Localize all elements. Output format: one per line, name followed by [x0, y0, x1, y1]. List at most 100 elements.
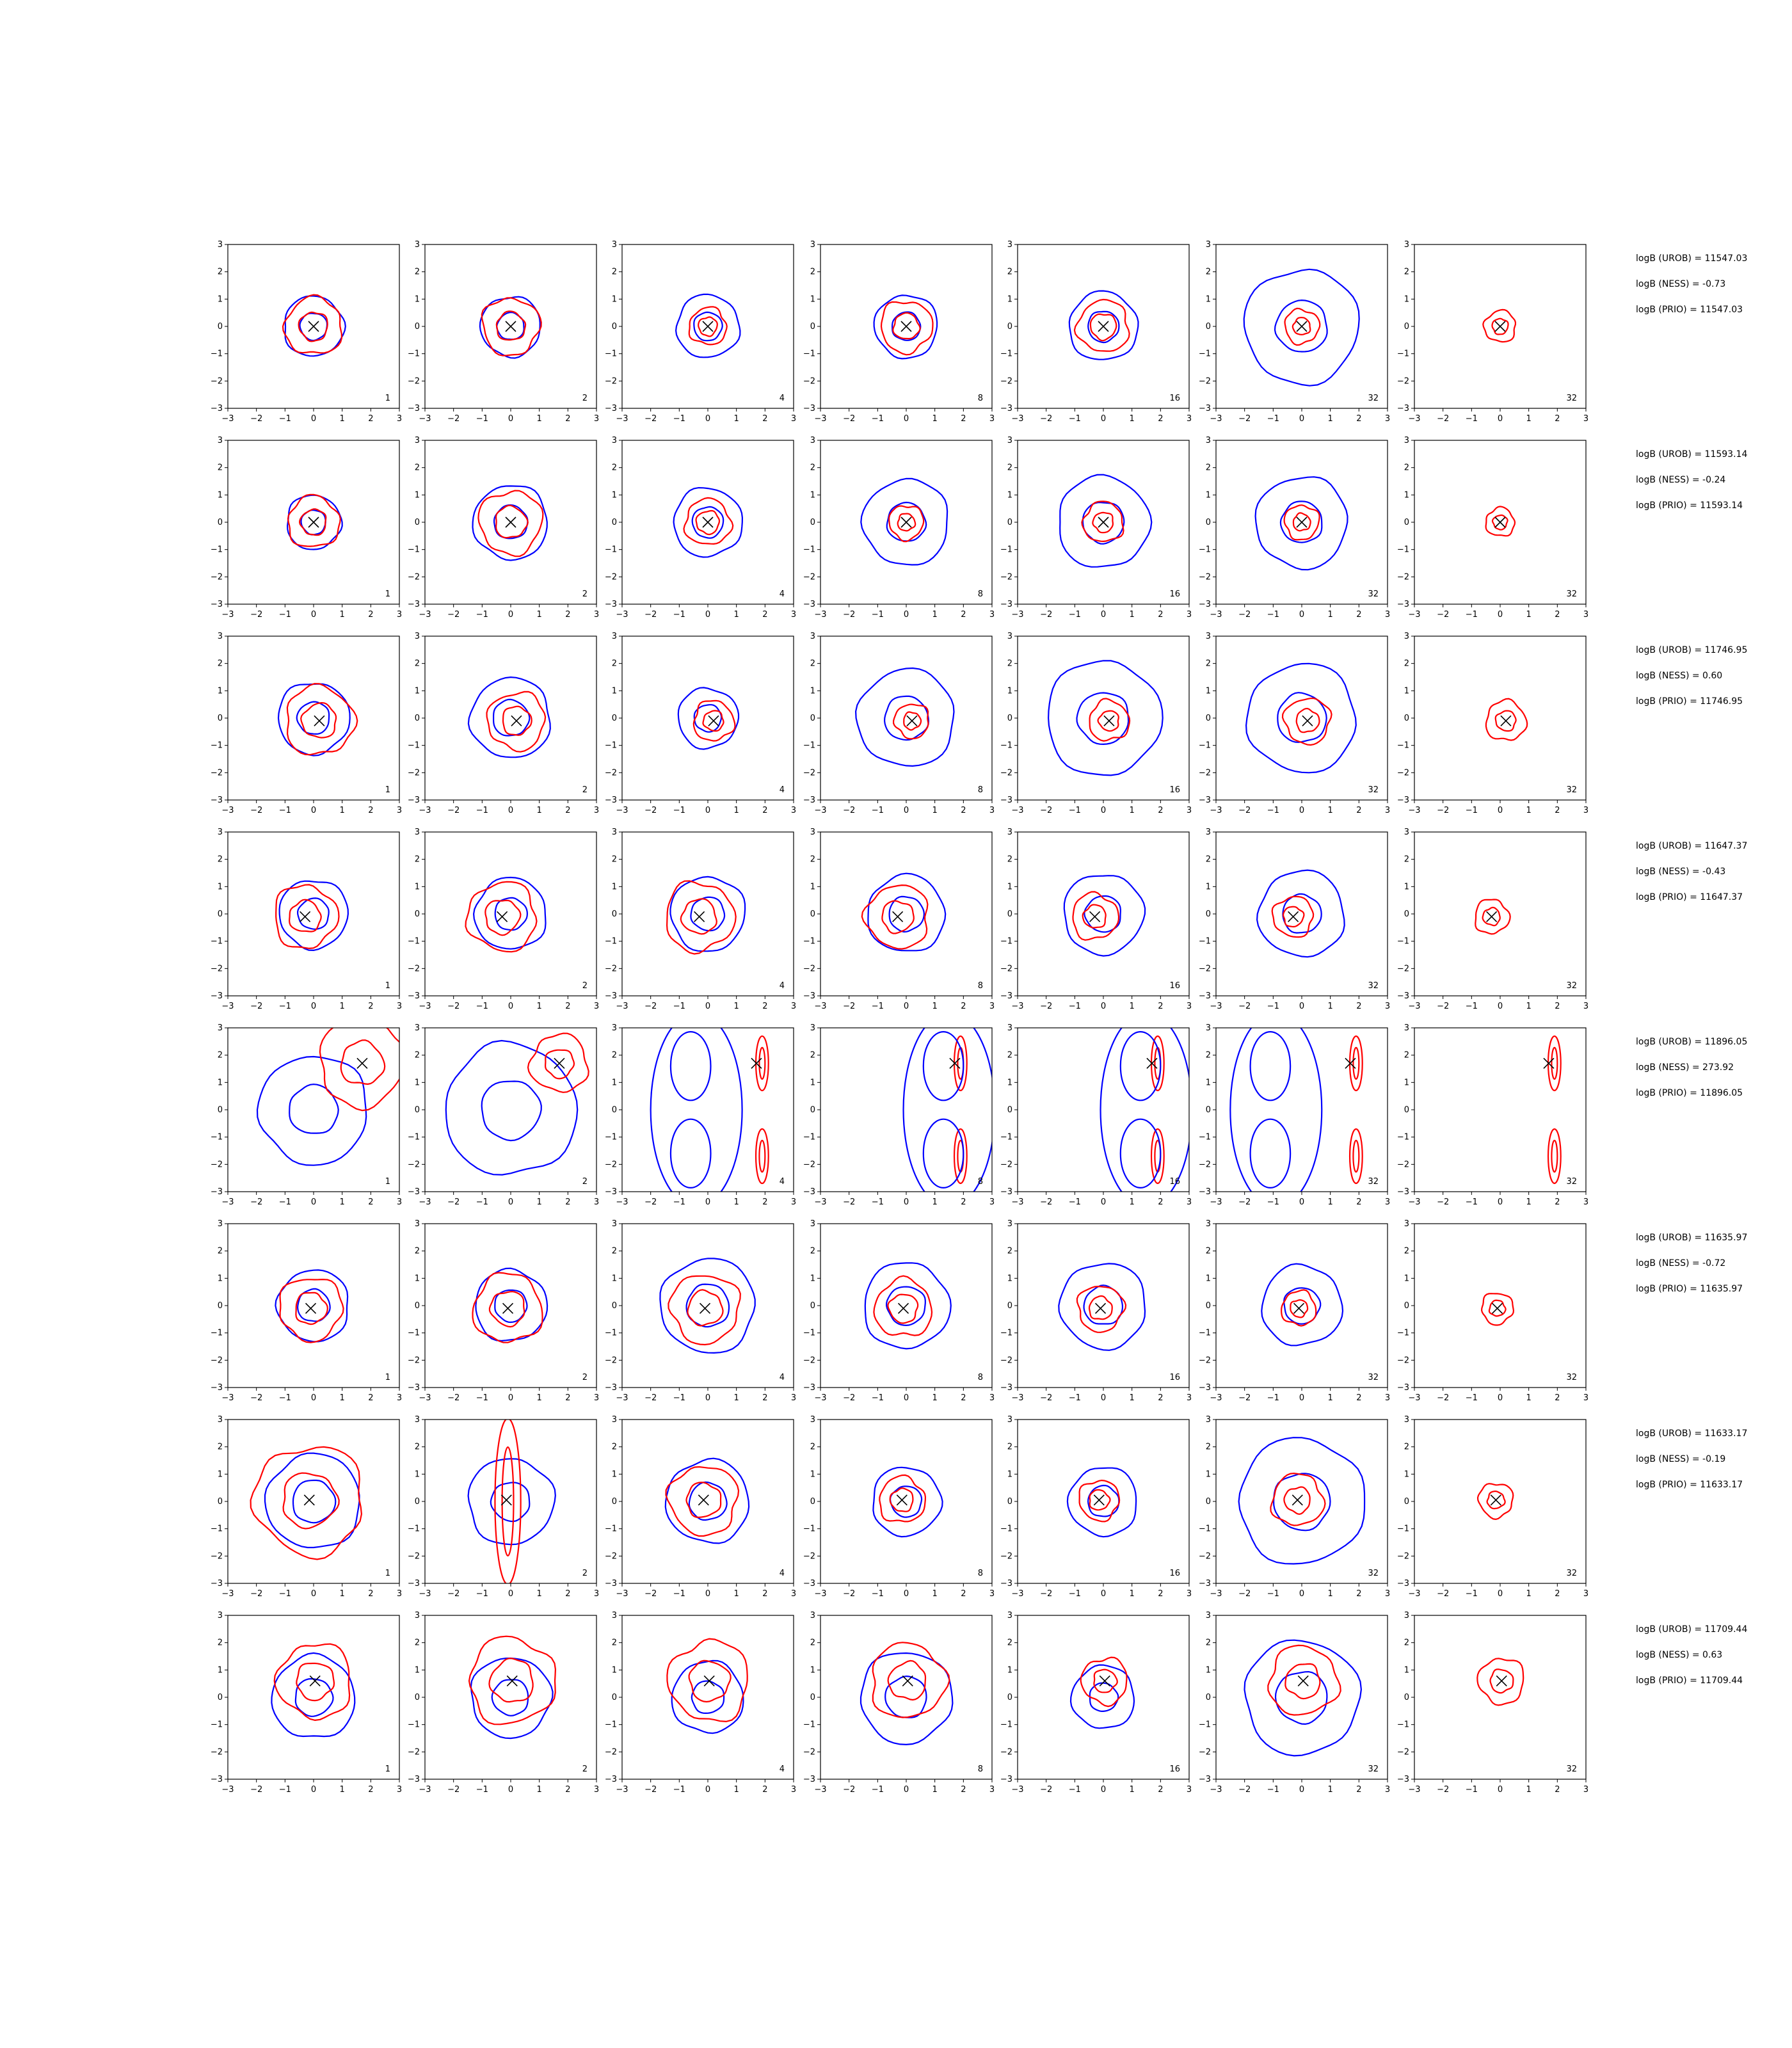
- y-tick-label: 0: [1206, 1497, 1211, 1507]
- true-value-marker: [1486, 911, 1498, 922]
- y-tick-label: 1: [612, 686, 617, 696]
- x-tick-label: 1: [537, 610, 542, 620]
- panel-iteration-tag: 4: [780, 1764, 785, 1774]
- inner-contour-core: [1089, 313, 1117, 342]
- panel-iteration-tag: 16: [1169, 1177, 1180, 1187]
- inner-contour-core: [897, 513, 916, 532]
- x-tick-label: 2: [565, 414, 570, 424]
- panel-r8-c3: −3−3 −2 −2 −1 −1 0 0 1 1 2 2 3 3 4: [605, 1611, 796, 1795]
- x-tick-label: 1: [1328, 1785, 1333, 1795]
- x-tick-label: 3: [989, 1197, 995, 1207]
- outer-contour: [271, 1652, 356, 1738]
- y-tick-label: 2: [415, 268, 420, 277]
- y-tick-label: 2: [218, 855, 223, 865]
- y-tick-label: 3: [1007, 632, 1012, 641]
- x-tick-label: −3: [419, 414, 431, 424]
- x-tick-label: 2: [961, 414, 966, 424]
- x-tick-label: 1: [1328, 1002, 1333, 1011]
- y-tick-label: 1: [1007, 1274, 1012, 1283]
- plot-area: [854, 667, 955, 767]
- x-tick-label: −1: [1267, 1393, 1279, 1403]
- x-tick-label: −2: [1238, 1785, 1251, 1795]
- y-tick-label: 1: [218, 1078, 223, 1087]
- y-tick-label: −2: [211, 964, 223, 973]
- x-tick-label: −1: [1069, 806, 1081, 815]
- x-tick-label: 2: [1555, 1785, 1560, 1795]
- y-tick-label: −3: [803, 796, 815, 805]
- x-tick-label: −3: [616, 1393, 628, 1403]
- x-tick-label: 2: [368, 414, 373, 424]
- y-tick-label: −3: [408, 1579, 420, 1588]
- true-value-marker: [1292, 1494, 1303, 1506]
- panel-iteration-tag: 1: [385, 785, 390, 795]
- outer-contour-inner: [891, 311, 922, 341]
- inner-contour-core: [1551, 1139, 1558, 1173]
- panel-iteration-tag: 16: [1169, 589, 1180, 599]
- true-value-marker: [699, 1302, 711, 1314]
- outer-contour: [673, 486, 744, 558]
- outer-contour: [1069, 1664, 1135, 1729]
- x-tick-label: 1: [734, 1197, 739, 1207]
- plot-area: [271, 1643, 356, 1738]
- y-tick-label: −2: [1199, 1747, 1211, 1757]
- x-tick-label: −3: [1408, 806, 1420, 815]
- x-tick-label: −1: [1267, 1589, 1279, 1599]
- plot-area: [902, 1028, 992, 1192]
- inner-contour-core: [697, 316, 718, 337]
- x-tick-label: 3: [1583, 1785, 1588, 1795]
- panel-iteration-tag: 2: [582, 1764, 588, 1774]
- axes-frame: [227, 636, 400, 801]
- inner-contour-core: [502, 705, 532, 736]
- y-tick-label: −3: [1000, 1187, 1012, 1197]
- outer-contour: [669, 876, 746, 952]
- panel-r8-c6: −3−3 −2 −2 −1 −1 0 0 1 1 2 2 3 3 32: [1199, 1611, 1390, 1795]
- x-tick-label: −3: [616, 1197, 628, 1207]
- y-tick-label: 3: [612, 1219, 617, 1229]
- y-tick-label: −3: [211, 600, 223, 609]
- outer-contour: [475, 1267, 548, 1342]
- panel-iteration-tag: 8: [978, 1764, 983, 1774]
- y-tick-label: 1: [415, 490, 420, 500]
- true-value-marker: [308, 321, 319, 332]
- axes-frame: [1215, 1419, 1388, 1584]
- logb-urob-label: logB (UROB) = 11647.37: [1636, 841, 1747, 851]
- y-tick-label: −1: [1397, 349, 1409, 359]
- x-tick-label: −2: [1238, 1589, 1251, 1599]
- y-tick-label: −1: [1397, 937, 1409, 947]
- y-tick-label: −3: [211, 1775, 223, 1784]
- inner-contour: [688, 306, 728, 346]
- inner-contour: [872, 1642, 950, 1718]
- x-tick-label: 3: [594, 1589, 599, 1599]
- x-tick-label: 3: [397, 1197, 402, 1207]
- x-tick-label: 3: [594, 610, 599, 620]
- logb-ness-label: logB (NESS) = -0.24: [1636, 475, 1725, 485]
- y-tick-label: −3: [408, 1383, 420, 1393]
- inner-contour: [893, 703, 929, 740]
- y-tick-label: 1: [1206, 1469, 1211, 1479]
- panel-iteration-tag: 32: [1368, 785, 1379, 795]
- x-tick-label: 1: [340, 806, 345, 815]
- x-tick-label: 0: [904, 806, 909, 815]
- x-tick-label: 1: [1130, 414, 1135, 424]
- y-tick-label: 3: [218, 240, 223, 250]
- x-tick-label: 1: [932, 1002, 938, 1011]
- x-tick-label: 3: [1187, 1197, 1192, 1207]
- y-tick-label: 2: [612, 463, 617, 473]
- y-tick-label: 3: [415, 632, 420, 641]
- panel-iteration-tag: 32: [1368, 1569, 1379, 1578]
- plot-area: [872, 1466, 943, 1538]
- panel-iteration-tag: 4: [780, 394, 785, 403]
- y-tick-label: 2: [415, 1638, 420, 1648]
- true-value-marker: [1543, 1057, 1555, 1069]
- y-tick-label: −1: [211, 937, 223, 947]
- x-tick-label: −2: [447, 1197, 460, 1207]
- logb-ness-label: logB (NESS) = -0.72: [1636, 1258, 1725, 1268]
- x-tick-label: −1: [673, 1785, 685, 1795]
- true-value-marker: [356, 1057, 368, 1069]
- y-tick-label: 3: [1206, 1611, 1211, 1620]
- x-tick-label: −2: [843, 1589, 855, 1599]
- x-tick-label: −1: [476, 806, 488, 815]
- x-tick-label: −1: [1466, 610, 1478, 620]
- y-tick-label: 3: [1206, 240, 1211, 250]
- panel-iteration-tag: 32: [1566, 785, 1577, 795]
